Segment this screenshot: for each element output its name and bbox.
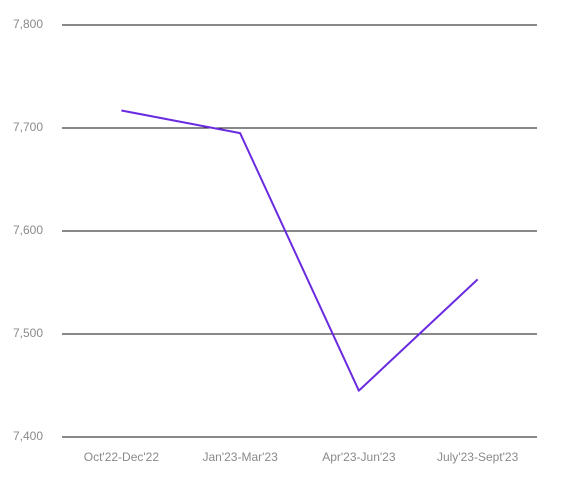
line-series (121, 109, 479, 392)
x-tick-label: Apr'23-Jun'23 (322, 450, 396, 464)
x-tick-label: Oct'22-Dec'22 (84, 450, 160, 464)
y-tick-label: 7,700 (13, 120, 43, 134)
y-tick-label: 7,500 (13, 326, 43, 340)
y-tick-label: 7,800 (13, 17, 43, 31)
x-tick-label: Jan'23-Mar'23 (202, 450, 278, 464)
y-tick-label: 7,400 (13, 429, 43, 443)
y-tick-label: 7,600 (13, 223, 43, 237)
x-tick-label: July'23-Sept'23 (437, 450, 519, 464)
